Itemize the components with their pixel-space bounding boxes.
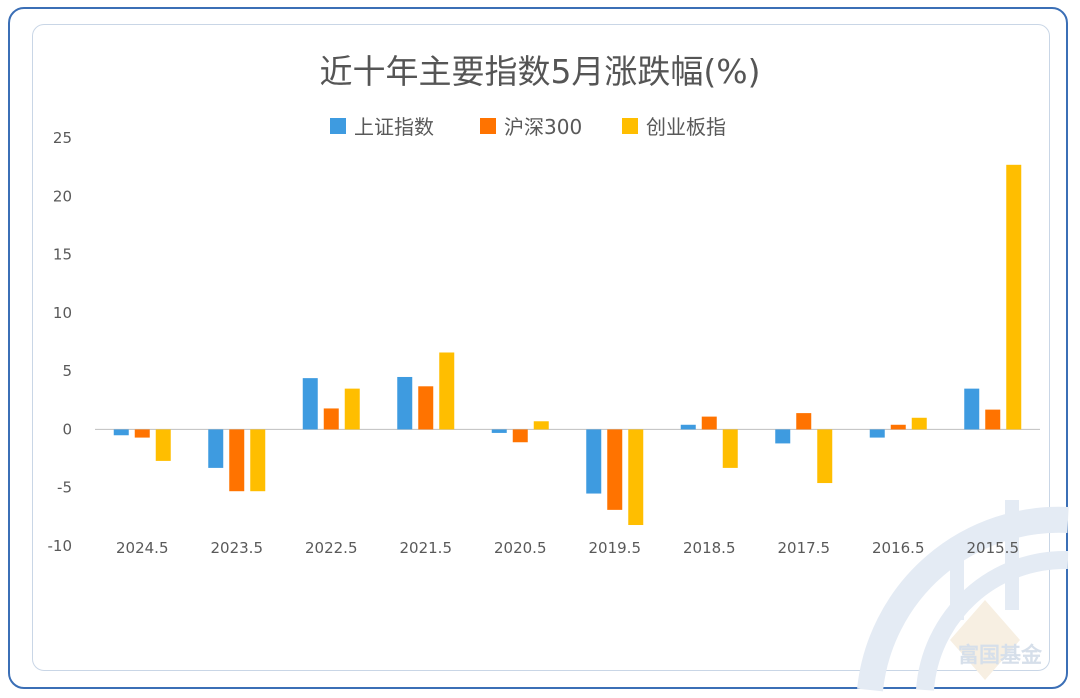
chart-inner-border	[32, 24, 1050, 671]
bar	[491, 429, 507, 433]
x-tick-label: 2023.5	[211, 539, 264, 557]
x-tick-label: 2021.5	[400, 539, 453, 557]
bar	[512, 429, 528, 443]
chart-title: 近十年主要指数5月涨跌幅(%)	[319, 52, 760, 91]
y-tick-label: 5	[62, 362, 72, 380]
y-tick-label: 15	[53, 246, 72, 264]
bar	[155, 429, 171, 461]
x-tick-label: 2024.5	[116, 539, 169, 557]
bar	[680, 424, 696, 430]
bar	[911, 417, 927, 430]
x-tick-label: 2016.5	[872, 539, 925, 557]
watermark-bar-right	[1005, 500, 1019, 610]
x-tick-label: 2018.5	[683, 539, 736, 557]
bar	[1006, 164, 1022, 430]
x-tick-label: 2015.5	[967, 539, 1020, 557]
y-tick-label: 0	[62, 420, 72, 438]
bar	[134, 429, 150, 438]
y-tick-label: -10	[48, 537, 73, 555]
x-tick-label: 2019.5	[589, 539, 642, 557]
bar	[418, 386, 434, 430]
bar	[985, 409, 1001, 430]
chart-frame	[8, 7, 1068, 689]
bar	[439, 352, 455, 430]
legend: 上证指数 沪深300 创业板指	[330, 115, 726, 139]
bar	[208, 429, 224, 468]
bar	[397, 376, 413, 430]
y-axis: 25 20 15 10 5 0 -5 -10	[48, 129, 73, 555]
bar	[250, 429, 266, 492]
bar	[869, 429, 885, 438]
y-tick-label: 20	[53, 187, 72, 205]
bar	[344, 388, 360, 430]
bar	[722, 429, 738, 468]
bar	[323, 408, 339, 430]
legend-label: 创业板指	[646, 115, 726, 139]
watermark-arc	[916, 550, 1069, 691]
x-tick-label: 2022.5	[305, 539, 358, 557]
bar	[607, 429, 623, 510]
bars	[113, 164, 1022, 526]
bar	[229, 429, 245, 492]
bar	[533, 421, 549, 430]
x-tick-label: 2020.5	[494, 539, 547, 557]
x-axis-labels: 2024.5 2023.5 2022.5 2021.5 2020.5 2019.5 2018…	[116, 539, 1019, 557]
watermark-bar-left	[950, 540, 964, 620]
y-tick-label: 10	[53, 304, 72, 322]
watermark-ring	[857, 506, 1069, 692]
x-tick-label: 2017.5	[778, 539, 831, 557]
bar	[628, 429, 644, 526]
bar	[796, 413, 812, 430]
legend-swatch	[330, 118, 346, 134]
watermark-diamond	[950, 600, 1020, 680]
watermark-text: 富国基金	[958, 643, 1043, 667]
bar	[586, 429, 602, 494]
bar	[775, 429, 791, 444]
legend-label: 上证指数	[354, 115, 434, 139]
bar	[302, 378, 318, 430]
y-tick-label: 25	[53, 129, 72, 147]
legend-swatch	[622, 118, 638, 134]
bar	[113, 429, 129, 436]
bar	[890, 424, 906, 430]
bar	[701, 416, 717, 430]
bar	[817, 429, 833, 484]
legend-label: 沪深300	[504, 115, 582, 139]
bar	[964, 388, 980, 430]
y-tick-label: -5	[57, 479, 72, 497]
legend-swatch	[480, 118, 496, 134]
